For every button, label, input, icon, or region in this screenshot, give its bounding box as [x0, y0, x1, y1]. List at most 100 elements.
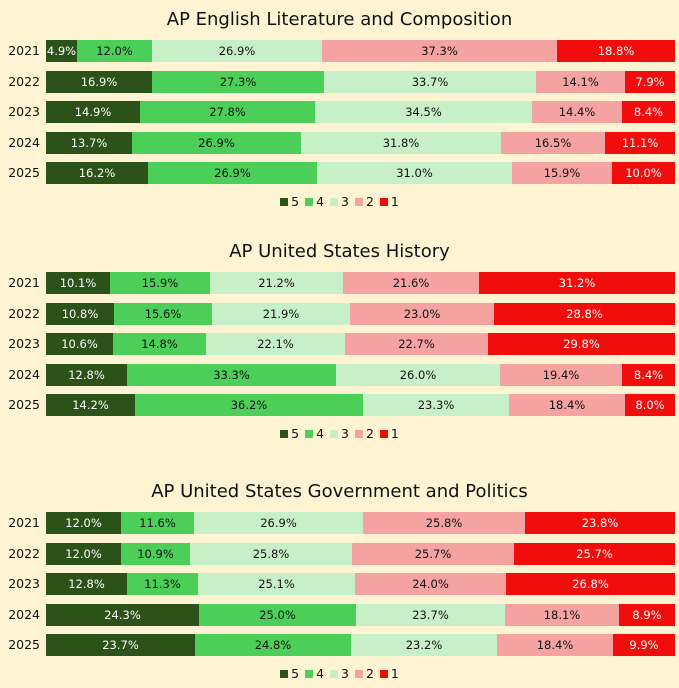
legend-item: 4	[305, 666, 324, 682]
legend-swatch	[379, 670, 388, 678]
bar-segment-score-3: 25.8%	[190, 542, 352, 565]
bar-segment-score-1: 8.9%	[619, 603, 675, 626]
bar-segment-score-2: 14.4%	[532, 101, 622, 123]
bar-segment-score-3: 25.1%	[198, 573, 355, 595]
stacked-bar: 12.0% 10.9% 25.8% 25.7% 25.7%	[46, 542, 675, 565]
bar-segment-score-5: 14.2%	[46, 394, 135, 416]
legend-swatch	[330, 198, 339, 206]
bar-segment-score-1: 10.0%	[612, 162, 675, 184]
bar-segment-score-4: 11.6%	[121, 512, 194, 534]
bar-segment-score-5: 10.8%	[46, 302, 114, 325]
legend-label: 4	[316, 426, 325, 441]
legend-item: 1	[379, 194, 399, 210]
legend-item: 5	[280, 666, 299, 682]
year-label: 2025	[8, 165, 40, 180]
chart-title: AP English Literature and Composition	[166, 9, 513, 30]
legend-item: 2	[354, 666, 374, 682]
stacked-bar: 12.8% 11.3% 25.1% 24.0% 26.8%	[46, 573, 675, 595]
bar-segment-score-5: 10.6%	[46, 333, 113, 355]
legend-label: 1	[390, 194, 399, 209]
year-label: 2024	[8, 134, 40, 150]
chart-title: AP United States History	[229, 241, 450, 262]
bar-segment-score-1: 9.9%	[613, 634, 675, 656]
bar-segment-score-3: 23.3%	[363, 394, 509, 416]
stacked-bar: 16.9% 27.3% 33.7% 14.1% 7.9%	[46, 70, 675, 93]
stacked-bar: 23.7% 24.8% 23.2% 18.4% 9.9%	[46, 634, 675, 656]
stacked-bar: 14.9% 27.8% 34.5% 14.4% 8.4%	[46, 101, 675, 123]
legend-item: 1	[379, 666, 399, 682]
bar-segment-score-1: 25.7%	[514, 542, 675, 565]
bar-segment-score-1: 8.4%	[622, 101, 675, 123]
bar-segment-score-1: 31.2%	[479, 272, 675, 294]
legend-swatch	[305, 670, 314, 678]
bar-segment-score-2: 22.7%	[345, 333, 488, 355]
legend-item: 5	[280, 194, 299, 210]
bar-segment-score-1: 23.8%	[525, 512, 675, 534]
legend-label: 5	[291, 426, 300, 441]
bar-segment-score-2: 18.4%	[509, 394, 625, 416]
bar-segment-score-3: 23.2%	[351, 634, 497, 656]
bar-segment-score-5: 12.8%	[46, 573, 127, 595]
bar-segment-score-4: 26.9%	[132, 131, 301, 154]
legend-swatch	[379, 198, 388, 206]
year-label: 2024	[8, 606, 40, 622]
year-label: 2023	[8, 336, 40, 351]
year-label: 2021	[8, 275, 40, 290]
chart-legend: 5 4 3 2 1	[0, 194, 679, 210]
bar-segment-score-2: 18.1%	[505, 603, 619, 626]
legend-swatch	[379, 430, 388, 438]
bar-segment-score-3: 22.1%	[206, 333, 345, 355]
chart-legend: 5 4 3 2 1	[0, 426, 679, 442]
legend-label: 3	[341, 426, 349, 441]
year-label: 2025	[8, 637, 40, 652]
bar-segment-score-1: 11.1%	[605, 131, 675, 154]
year-label: 2021	[8, 515, 40, 530]
bar-segment-score-3: 26.9%	[152, 40, 322, 62]
legend-label: 2	[365, 666, 374, 681]
legend-label: 4	[316, 666, 325, 681]
stacked-bar: 14.2% 36.2% 23.3% 18.4% 8.0%	[46, 394, 675, 416]
bar-segment-score-2: 16.5%	[501, 131, 605, 154]
bar-segment-score-4: 12.0%	[77, 40, 152, 62]
bar-segment-score-4: 24.8%	[195, 634, 351, 656]
bar-segment-score-3: 31.0%	[317, 162, 512, 184]
legend-item: 4	[305, 426, 324, 442]
bar-segment-score-1: 8.0%	[625, 394, 675, 416]
bar-segment-score-2: 23.0%	[350, 302, 494, 325]
bar-segment-score-5: 12.0%	[46, 542, 121, 565]
year-label: 2023	[8, 104, 40, 119]
legend-swatch	[305, 430, 314, 438]
bar-segment-score-3: 26.0%	[336, 363, 500, 386]
legend-item: 4	[305, 194, 324, 210]
legend-item: 1	[379, 426, 399, 442]
bar-segment-score-1: 28.8%	[494, 302, 675, 325]
legend-item: 5	[280, 426, 299, 442]
stacked-bar: 10.6% 14.8% 22.1% 22.7% 29.8%	[46, 333, 675, 355]
year-label: 2024	[8, 366, 40, 382]
stacked-bar: 13.7% 26.9% 31.8% 16.5% 11.1%	[46, 131, 675, 154]
bar-segment-score-3: 21.2%	[210, 272, 343, 294]
bar-segment-score-5: 23.7%	[46, 634, 195, 656]
stacked-bar: 10.1% 15.9% 21.2% 21.6% 31.2%	[46, 272, 675, 294]
bar-segment-score-1: 8.4%	[622, 363, 675, 386]
legend-swatch	[280, 198, 289, 206]
stacked-bar: 12.0% 11.6% 26.9% 25.8% 23.8%	[46, 512, 675, 534]
legend-label: 5	[291, 194, 300, 209]
legend-label: 4	[316, 194, 325, 209]
bar-segment-score-3: 34.5%	[315, 101, 532, 123]
legend-swatch	[280, 430, 289, 438]
bar-segment-score-5: 12.8%	[46, 363, 127, 386]
bar-segment-score-4: 10.9%	[121, 542, 190, 565]
bar-segment-score-3: 23.7%	[356, 603, 505, 626]
year-label: 2023	[8, 576, 40, 591]
bar-segment-score-2: 15.9%	[512, 162, 612, 184]
chart-title: AP United States Government and Politics	[151, 481, 528, 502]
bar-segment-score-2: 37.3%	[322, 40, 557, 62]
legend-label: 2	[365, 426, 374, 441]
bar-segment-score-3: 21.9%	[212, 302, 350, 325]
legend-item: 3	[330, 426, 349, 442]
bar-segment-score-4: 36.2%	[135, 394, 363, 416]
bar-segment-score-3: 26.9%	[194, 512, 363, 534]
bar-segment-score-2: 25.7%	[352, 542, 514, 565]
stacked-bar: 12.8% 33.3% 26.0% 19.4% 8.4%	[46, 363, 675, 386]
